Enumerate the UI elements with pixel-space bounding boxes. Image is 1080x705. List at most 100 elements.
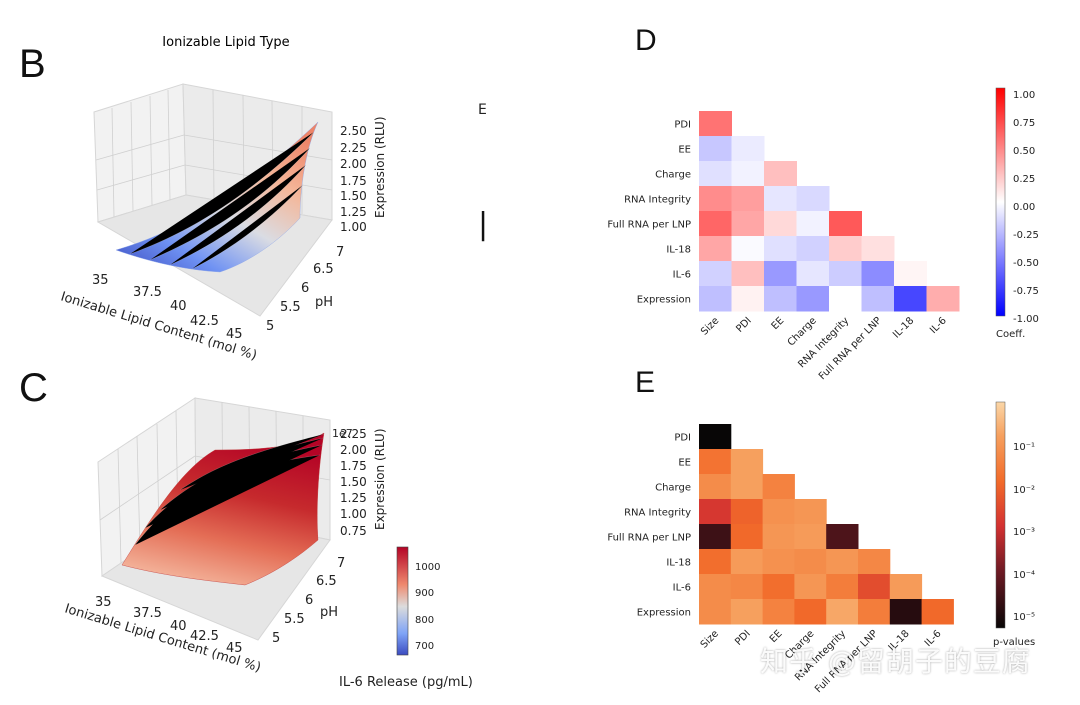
panel-c-colorbar-tick: 1000	[415, 562, 440, 573]
panel-c-mesh	[134, 433, 325, 546]
panel-c-z-offset: 1e7	[332, 427, 353, 440]
panel-d-col-label: IL-6	[928, 315, 949, 336]
panel-c-colorbar-tick: 700	[415, 641, 434, 652]
panel-d-colorbar-tick: 0.00	[1013, 202, 1035, 213]
panel-c-surface-plot: 1e7 0.75 1.00 1.25 1.50 1.75 2.00 2.25 E…	[63, 397, 473, 690]
panel-e-cell	[699, 474, 732, 500]
panel-e-cell	[794, 499, 827, 525]
panel-e-cell	[699, 549, 732, 575]
panel-d-cell	[829, 286, 862, 312]
panel-d-cell	[796, 211, 830, 237]
panel-e-cell	[826, 524, 859, 550]
panel-b-y-tick: 5.5	[280, 300, 301, 315]
panel-d-colorbar-tick: -0.75	[1013, 286, 1039, 297]
panel-c-colorbar-ticks: 700 800 900 1000	[415, 562, 440, 652]
panel-d-cell	[829, 261, 862, 287]
panel-b-surface-plot: Ionizable Lipid Type 1.00 1.25 1.50 1.75…	[59, 35, 387, 364]
panel-d-row-label: Full RNA per LNP	[607, 220, 691, 231]
panel-e-col-label: PDI	[733, 628, 753, 648]
panel-d-cell	[796, 261, 830, 287]
panel-d-cell	[796, 286, 830, 312]
panel-c-z-tick: 1.50	[340, 475, 367, 489]
panel-d-colorbar-ticks: 1.00 0.75 0.50 0.25 0.00 -0.25 -0.50 -0.…	[1013, 90, 1039, 325]
panel-e-colorbar-label: p-values	[993, 637, 1035, 648]
watermark: 知乎 @留胡子的豆腐	[760, 645, 1031, 678]
panel-b-x-tick: 37.5	[133, 285, 162, 300]
panel-e-row-label: Full RNA per LNP	[607, 533, 691, 544]
panel-e-cell	[762, 524, 795, 550]
panel-d-cell	[764, 211, 797, 237]
panel-e-colorbar-tick: 10⁻⁵	[1013, 612, 1035, 623]
panel-e-row-label: Expression	[637, 608, 691, 619]
panel-d-cell	[699, 136, 732, 162]
panel-d-cell	[731, 236, 765, 262]
panel-d-row-label: EE	[678, 145, 691, 156]
panel-b-x-ticks: 35 37.5 40 42.5 45	[92, 273, 243, 342]
panel-d-colorbar-tick: 1.00	[1013, 90, 1035, 101]
panel-b-z-tick: 1.75	[340, 174, 367, 188]
panel-c-colorbar-label: IL-6 Release (pg/mL)	[339, 675, 473, 690]
panel-d-colorbar	[995, 87, 1006, 317]
panel-d-cell	[764, 186, 797, 212]
panel-e-colorbar	[995, 401, 1006, 629]
panel-d-row-label: RNA Integrity	[624, 195, 691, 206]
panel-c-y-tick: 5.5	[284, 612, 305, 627]
panel-e-cell	[762, 599, 795, 625]
panel-c-colorbar	[396, 546, 409, 656]
panel-e-cell	[730, 599, 764, 625]
panel-d-cell	[796, 186, 830, 212]
panel-e-cell	[889, 574, 923, 600]
panel-c-y-tick: 7	[337, 556, 345, 571]
panel-c-z-tick: 0.75	[340, 524, 367, 538]
panel-e-cell	[858, 574, 891, 600]
panel-e-colorbar-tick: 10⁻²	[1013, 485, 1035, 496]
panel-d-cell	[699, 211, 732, 237]
panel-d-cell	[861, 261, 895, 287]
panel-e-cell	[889, 599, 923, 625]
panel-c-z-tick: 1.75	[340, 459, 367, 473]
panel-d-colorbar-tick: -0.25	[1013, 230, 1039, 241]
panel-d-cell	[699, 186, 732, 212]
panel-d-cell	[699, 236, 732, 262]
panel-d-row-label: IL-18	[666, 245, 691, 256]
panel-d-cell	[699, 286, 732, 312]
panel-d-cell	[764, 161, 797, 187]
panel-b-z-tick: 2.50	[340, 124, 367, 138]
panel-d-row-label: PDI	[674, 120, 691, 131]
panel-e-cell	[826, 574, 859, 600]
panel-e-cell	[762, 474, 795, 500]
panel-e-cell	[699, 449, 732, 475]
panel-b-z-tick: 2.25	[340, 141, 367, 155]
panel-d-cell	[731, 211, 765, 237]
panel-b-y-tick: 5	[266, 319, 274, 334]
panel-c-y-label: pH	[320, 605, 338, 620]
panel-d-colorbar-tick: -1.00	[1013, 314, 1039, 325]
panel-c-colorbar-tick: 800	[415, 615, 434, 626]
panel-b-y-tick: 6	[301, 281, 309, 296]
panel-e-cell	[699, 424, 732, 450]
panel-c-y-tick: 6.5	[316, 574, 337, 589]
panel-d-cell	[861, 286, 895, 312]
panel-e-cell	[858, 599, 891, 625]
panel-d-cell	[731, 136, 765, 162]
panel-d-cell	[764, 261, 797, 287]
panel-d-col-label: EE	[770, 315, 787, 332]
panel-d-col-label: IL-18	[891, 315, 916, 340]
panel-e-cell	[762, 574, 795, 600]
panel-b-z-tick: 2.00	[340, 157, 367, 171]
panel-e-cell	[699, 499, 732, 525]
panel-d-cell	[894, 261, 927, 287]
panel-e-colorbar-tick: 10⁻¹	[1013, 442, 1035, 453]
panel-b-y-label: pH	[315, 295, 333, 310]
panel-b-x-tick: 45	[226, 327, 243, 342]
panel-c-z-tick: 2.00	[340, 443, 367, 457]
panel-label-d: D	[635, 24, 657, 57]
panel-e-colorbar-group: 10⁻¹ 10⁻² 10⁻³ 10⁻⁴ 10⁻⁵ p-values	[993, 401, 1035, 648]
panel-e-row-label: RNA Integrity	[624, 508, 691, 519]
panel-e-cell	[794, 599, 827, 625]
panel-c-x-tick: 35	[95, 595, 112, 610]
panel-b-z-tick: 1.00	[340, 220, 367, 234]
panel-b-z-tick: 1.25	[340, 205, 367, 219]
panel-d-cell	[764, 286, 797, 312]
